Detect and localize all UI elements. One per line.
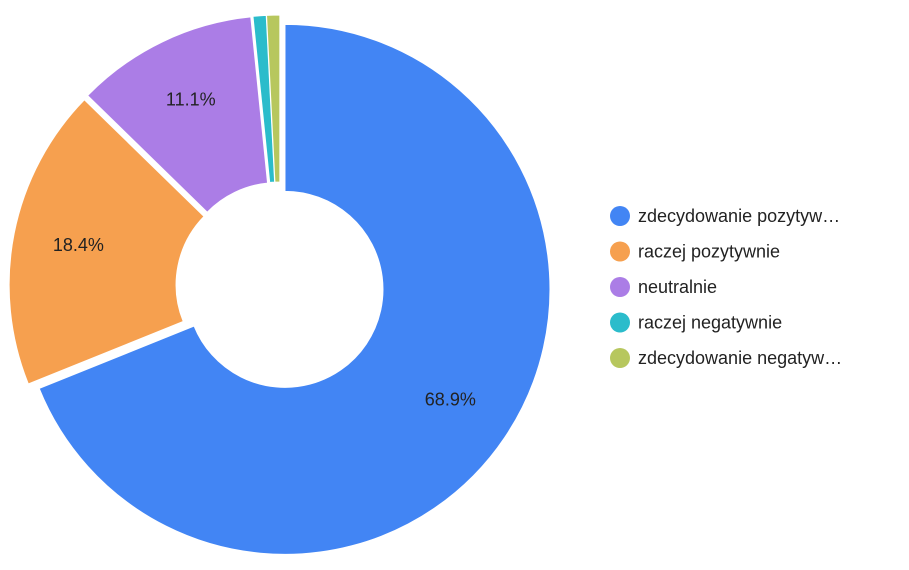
legend-label: raczej pozytywnie xyxy=(638,241,780,261)
legend-marker xyxy=(610,206,630,226)
legend-label: raczej negatywnie xyxy=(638,312,782,332)
legend-marker xyxy=(610,241,630,262)
slice xyxy=(266,14,281,183)
slice xyxy=(86,16,269,213)
slice xyxy=(38,23,551,555)
data-label: 18.4% xyxy=(53,235,104,255)
legend-label: neutralnie xyxy=(638,277,717,297)
legend-marker xyxy=(610,277,630,297)
legend-marker xyxy=(610,312,630,333)
legend-marker xyxy=(610,348,630,368)
legend-label: zdecydowanie negatyw… xyxy=(638,348,842,368)
legend-label: zdecydowanie pozytyw… xyxy=(638,206,840,226)
data-label: 68.9% xyxy=(425,390,476,410)
data-label: 11.1% xyxy=(166,90,216,110)
slice xyxy=(8,99,205,385)
